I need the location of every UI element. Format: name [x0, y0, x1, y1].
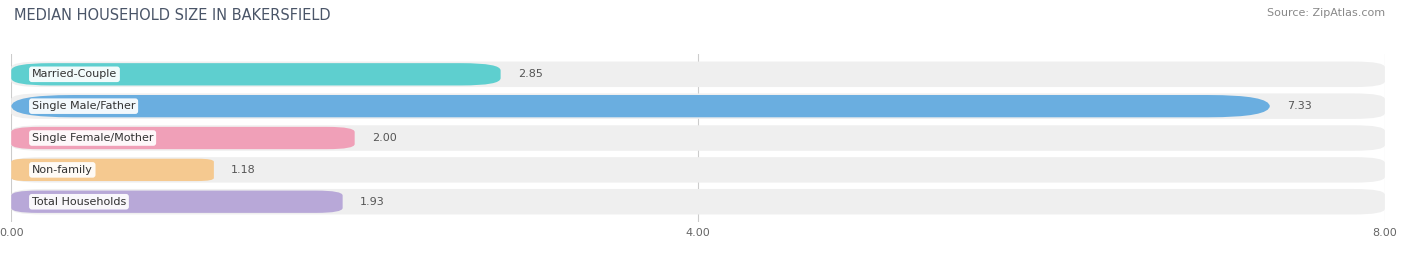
Text: 1.93: 1.93: [360, 197, 385, 207]
FancyBboxPatch shape: [11, 63, 501, 85]
FancyBboxPatch shape: [11, 159, 214, 181]
FancyBboxPatch shape: [11, 94, 1385, 119]
Text: Single Female/Mother: Single Female/Mother: [32, 133, 153, 143]
Text: 2.85: 2.85: [517, 69, 543, 79]
FancyBboxPatch shape: [11, 157, 1385, 183]
Text: MEDIAN HOUSEHOLD SIZE IN BAKERSFIELD: MEDIAN HOUSEHOLD SIZE IN BAKERSFIELD: [14, 8, 330, 23]
FancyBboxPatch shape: [11, 95, 1270, 117]
Text: 1.18: 1.18: [231, 165, 256, 175]
Text: Single Male/Father: Single Male/Father: [32, 101, 135, 111]
Text: Married-Couple: Married-Couple: [32, 69, 117, 79]
FancyBboxPatch shape: [11, 62, 1385, 87]
Text: Total Households: Total Households: [32, 197, 127, 207]
Text: Source: ZipAtlas.com: Source: ZipAtlas.com: [1267, 8, 1385, 18]
Text: 2.00: 2.00: [371, 133, 396, 143]
FancyBboxPatch shape: [11, 191, 343, 213]
Text: Non-family: Non-family: [32, 165, 93, 175]
Text: 7.33: 7.33: [1286, 101, 1312, 111]
FancyBboxPatch shape: [11, 125, 1385, 151]
FancyBboxPatch shape: [11, 189, 1385, 214]
FancyBboxPatch shape: [11, 127, 354, 149]
